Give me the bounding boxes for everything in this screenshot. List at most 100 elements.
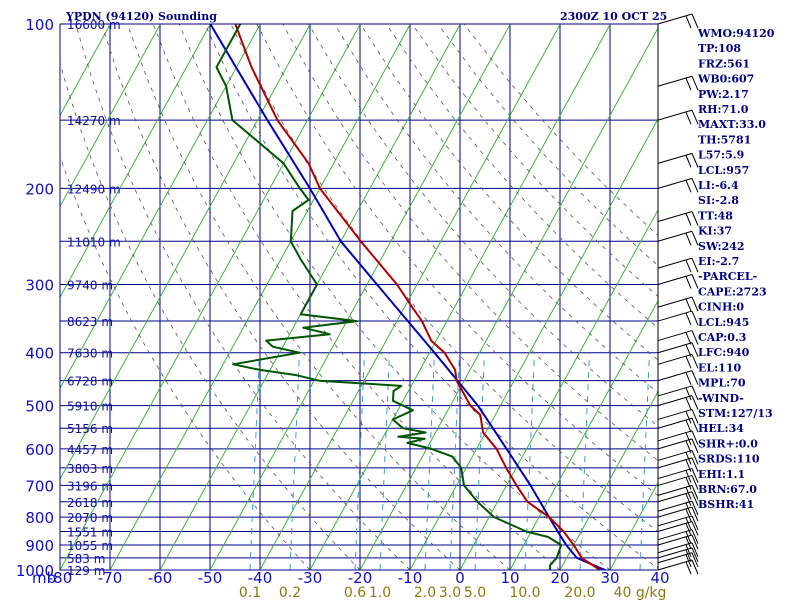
- temperature-tick-label: -10: [398, 569, 423, 587]
- mixing-ratio-line: [289, 352, 301, 570]
- index-item: TT:48: [698, 209, 733, 222]
- height-label: 14270 m: [67, 114, 121, 128]
- index-item: RH:71.0: [698, 103, 749, 116]
- pressure-tick-label: 100: [25, 16, 54, 34]
- dry-adiabat: [411, 24, 658, 297]
- wind-barb: [657, 520, 699, 536]
- wind-barb: [657, 211, 699, 226]
- index-item: EI:-2.7: [698, 255, 739, 268]
- wind-barbs: [657, 13, 699, 575]
- wind-barb: [657, 230, 699, 246]
- temperature-tick-label: 10: [500, 569, 519, 587]
- height-label: 583 m: [67, 552, 105, 566]
- wind-barb: [657, 534, 699, 550]
- mixing-ratio-line: [579, 352, 591, 570]
- wind-barb: [657, 330, 699, 345]
- temperature-tick-label: 20: [550, 569, 569, 587]
- wind-barb: [657, 395, 699, 410]
- mixing-ratio-line: [424, 352, 436, 570]
- height-label: 7630 m: [67, 347, 113, 361]
- wind-barb: [657, 152, 699, 168]
- height-label: 129 m: [67, 564, 105, 578]
- wind-barb: [657, 177, 699, 193]
- index-item: EHI:1.1: [698, 468, 745, 481]
- index-item: SI:-2.8: [698, 194, 739, 207]
- chart-title: YPDN (94120) Sounding: [65, 10, 217, 23]
- wind-barb: [657, 491, 699, 506]
- wind-barb: [657, 257, 699, 273]
- wind-barb: [657, 529, 699, 544]
- index-item: HEL:34: [698, 422, 744, 435]
- index-item: SHR+:0.0: [698, 437, 758, 450]
- wind-barb: [657, 109, 699, 125]
- wind-barb: [657, 484, 699, 500]
- index-item: CINH:0: [698, 301, 744, 314]
- pressure-tick-label: 800: [25, 509, 54, 527]
- mixing-ratio-line: [449, 352, 461, 570]
- wind-barb: [657, 506, 699, 522]
- height-label: 1055 m: [67, 539, 113, 553]
- index-item: TP:108: [698, 42, 741, 55]
- dry-adiabat: [60, 155, 311, 570]
- index-item: LI:-6.4: [698, 179, 739, 192]
- wind-barb: [657, 13, 699, 29]
- index-item: TH:5781: [698, 133, 751, 146]
- mixing-ratio-label: 2.0: [414, 585, 436, 600]
- x-axis-unit-label: mb: [32, 569, 56, 587]
- pressure-tick-label: 1000: [16, 562, 54, 580]
- pressure-tick-label: 500: [25, 398, 54, 416]
- wind-barb: [657, 353, 699, 369]
- mixing-ratio-label: 1.0: [369, 585, 391, 600]
- height-label: 16600 m: [67, 18, 121, 32]
- pressure-tick-label: 900: [25, 537, 54, 555]
- wind-barb: [657, 385, 699, 401]
- height-label: 5910 m: [67, 400, 113, 414]
- height-label: 5156 m: [67, 422, 113, 436]
- pressure-tick-label: 700: [25, 477, 54, 495]
- index-item: WB0:607: [697, 73, 754, 86]
- index-item: MPL:70: [698, 377, 746, 390]
- isotherm-line: [509, 299, 658, 570]
- index-item: PW:2.17: [698, 88, 749, 101]
- isotherm-line: [209, 24, 511, 570]
- isotherm-line: [259, 24, 561, 570]
- isotherm-line: [309, 24, 611, 570]
- temperature-trace: [234, 24, 601, 570]
- temperature-tick-label: 0: [455, 569, 465, 587]
- height-label: 3803 m: [67, 462, 113, 476]
- wind-barb: [657, 296, 699, 312]
- temperature-tick-label: 30: [600, 569, 619, 587]
- temperature-tick-label: -50: [198, 569, 223, 587]
- temperature-tick-label: -30: [298, 569, 323, 587]
- height-label: 6728 m: [67, 375, 113, 389]
- mixing-ratio-line: [639, 352, 651, 570]
- wind-barb: [657, 274, 699, 289]
- mixing-ratio-label: 0.1: [239, 585, 261, 600]
- isotherm-line: [60, 24, 361, 570]
- temperature-tick-label: -20: [348, 569, 373, 587]
- index-item: SW:242: [698, 240, 745, 253]
- mixing-ratio-label: 0.2: [279, 585, 301, 600]
- temperature-tick-label: -80: [48, 569, 73, 587]
- index-item: -PARCEL-: [698, 270, 757, 283]
- mixing-ratio-label: 10.0: [509, 585, 540, 600]
- isotherm-line: [559, 390, 658, 570]
- wind-barb: [657, 547, 699, 563]
- mixing-ratio-line: [249, 352, 261, 570]
- index-item: CAP:0.3: [698, 331, 746, 344]
- mixing-ratio-label: 3.0: [439, 585, 461, 600]
- mixing-ratio-label: 40 g/kg: [614, 585, 667, 600]
- mixing-ratio-label: 20.0: [564, 585, 595, 600]
- height-label: 12490 m: [67, 182, 121, 196]
- height-label: 3196 m: [67, 479, 113, 493]
- wind-barb: [657, 542, 699, 557]
- wind-barb: [657, 430, 699, 446]
- grid-layer: [60, 24, 658, 570]
- parcel-trace: [209, 24, 606, 570]
- pressure-tick-label: 400: [25, 345, 54, 363]
- dry-adiabat: [101, 24, 461, 570]
- dry-adiabat: [60, 61, 361, 570]
